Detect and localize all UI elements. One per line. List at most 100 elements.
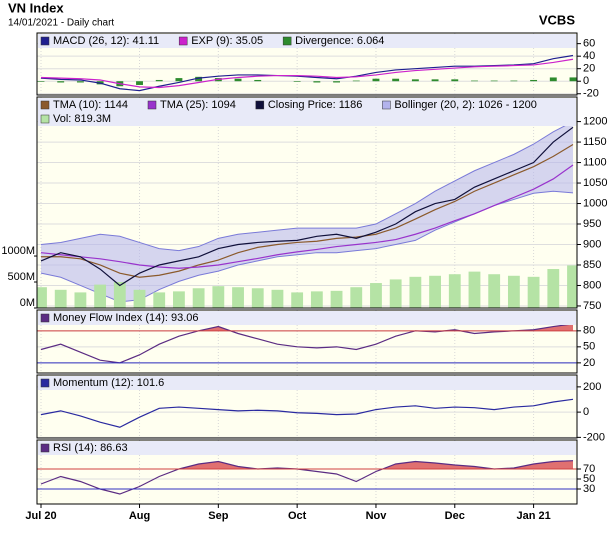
bar [94,284,107,308]
legend-label: TMA (25): 1094 [160,99,236,111]
x-tick-label: Jan 21 [516,510,550,522]
bar [448,274,461,308]
bar [113,282,126,308]
bar [155,79,163,82]
bar [549,77,557,82]
bar [212,286,225,308]
panel: -200 0 200 Momentum (12): 101.6 [36,374,605,443]
y-tick-label: 850 [583,259,601,271]
x-tick-label: Aug [129,510,150,522]
x-tick-label: Nov [366,510,388,522]
bar [431,79,439,82]
bar [490,80,498,82]
bar [330,290,343,308]
plot-area [37,54,577,92]
bar [57,81,65,83]
bar [251,288,264,308]
plot-area [40,398,574,428]
legend-label: EXP (9): 35.05 [191,35,263,47]
bar [333,81,341,83]
x-tick-label: Sep [208,510,228,522]
bar [471,80,478,82]
x-tick-label: Dec [445,510,465,522]
y-tick-label: 0 [583,75,589,87]
y-tick-label: 50 [583,473,595,485]
bar [567,265,577,308]
bar [352,80,360,82]
legend-background [38,376,576,390]
legend: Money Flow Index (14): 93.06 [38,311,576,325]
bar [370,283,382,308]
legend-swatch [40,100,50,110]
bar [310,291,323,308]
bar [468,271,481,308]
y-tick-label: -200 [583,431,605,443]
bar [530,79,538,82]
chart-subtitle: 14/01/2021 - Daily chart [8,18,114,29]
line [40,398,574,428]
line [40,460,574,495]
bar [291,292,304,308]
legend: TMA (10): 1144 TMA (25): 1094 Closing Pric… [38,98,576,126]
plot-area [40,460,574,495]
legend-background [38,441,576,455]
y-tick-label: 900 [583,238,601,250]
bar [136,81,143,85]
line [41,144,574,278]
legend-background [38,311,576,325]
legend-swatch [40,313,50,323]
x-tick-label: Oct [288,510,307,522]
bar [411,79,419,82]
line [40,58,574,89]
legend-swatch [40,114,50,124]
bar [350,287,363,308]
y-tick-label: 0 [583,406,589,418]
legend: MACD (26, 12): 41.11 EXP (9): 35.05 Diverg… [38,34,576,48]
panel: 20 50 80 Money Flow Index (14): 93.06 [36,309,595,374]
source: VCBS [539,12,575,27]
y2-tick-label: 500M [7,271,35,283]
bar [195,76,203,82]
y-tick-label: 1100 [583,156,607,168]
bar [488,274,501,308]
plot-area [37,121,577,308]
bar [547,269,560,308]
y-tick-label: 20 [583,63,595,75]
bar [37,81,45,82]
bar [133,289,146,308]
bar [153,292,166,308]
y2-tick-label: 0M [20,297,35,309]
legend-swatch [40,36,50,46]
bar [372,78,380,82]
line [40,323,574,364]
panel-frame [36,374,578,439]
y-tick-label: 80 [583,325,595,337]
y-tick-label: 950 [583,218,601,230]
legend-label: RSI (14): 86.63 [53,442,128,454]
bar [293,81,301,82]
y-tick-label: 40 [583,50,595,62]
y-tick-label: 800 [583,279,601,291]
legend-label: TMA (10): 1144 [53,99,128,111]
bar [74,292,87,308]
legend-swatch [282,36,292,46]
y-tick-label: 1150 [583,136,607,148]
bar [313,81,321,83]
y-tick-label: 70 [583,463,595,475]
legend-label: MACD (26, 12): 41.11 [53,35,159,47]
bar [234,78,242,82]
line [40,126,574,287]
bar [192,288,205,308]
legend-label: Bollinger (20, 2): 1026 - 1200 [394,99,536,111]
legend-swatch [382,100,391,110]
legend-label: Divergence: 6.064 [295,35,384,47]
y-tick-label: 60 [583,38,595,50]
panel-frame [36,309,578,374]
bar [409,276,422,308]
y-tick-label: 50 [583,341,595,353]
panel: 750 800 850 900 950 1000 1050 1100 1150 1200 0M 500… [1,96,607,312]
chart-title: VN Index [8,0,64,15]
band-upper [40,121,574,252]
